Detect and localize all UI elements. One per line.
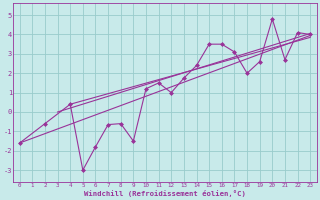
X-axis label: Windchill (Refroidissement éolien,°C): Windchill (Refroidissement éolien,°C) — [84, 190, 246, 197]
